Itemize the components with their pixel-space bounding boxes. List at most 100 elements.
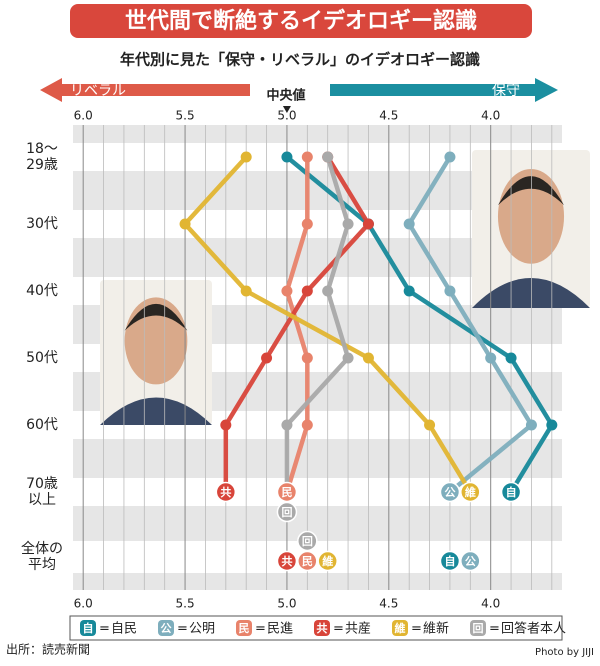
legend-sep: = — [489, 622, 500, 637]
labeled-point — [276, 501, 298, 523]
point — [525, 419, 537, 431]
legend-sep: = — [177, 622, 188, 637]
point — [240, 285, 252, 297]
point — [301, 218, 313, 230]
point-label: 民 — [302, 555, 313, 568]
center-marker — [282, 106, 291, 113]
point — [281, 419, 293, 431]
point — [322, 151, 334, 163]
right-label: 保守 — [492, 83, 520, 99]
series-line — [284, 156, 351, 492]
legend-sep: = — [255, 622, 266, 637]
y-tick-label: 30代 — [26, 216, 58, 232]
point-label: 回 — [302, 534, 313, 548]
point — [362, 218, 374, 230]
legend-short: 民 — [239, 622, 250, 635]
x-tick-label: 5.0 — [277, 109, 296, 123]
title-banner — [70, 4, 532, 38]
point — [281, 151, 293, 163]
labeled-point — [439, 481, 461, 503]
legend-short: 公 — [161, 622, 172, 635]
legend-name: 公明 — [189, 622, 215, 637]
row-stripe — [73, 478, 562, 506]
point — [342, 218, 354, 230]
point-label: 民 — [281, 486, 292, 499]
labeled-point — [500, 481, 522, 503]
point — [485, 352, 497, 364]
labeled-point — [276, 550, 298, 572]
point — [301, 285, 313, 297]
legend-name: 自民 — [111, 622, 137, 637]
legend-name: 民進 — [267, 622, 293, 637]
point-label: 維 — [465, 485, 476, 499]
point — [179, 218, 191, 230]
legend-name: 回答者本人 — [501, 621, 566, 637]
series-line — [284, 157, 310, 493]
x-tick-label: 4.0 — [481, 597, 500, 611]
legend-short: 自 — [83, 621, 94, 635]
credit: Photo by JIJI — [535, 647, 594, 658]
x-tick-label: 5.5 — [176, 109, 195, 123]
point-label: 自 — [444, 554, 455, 568]
x-tick-label: 6.0 — [74, 597, 93, 611]
series-line — [406, 155, 534, 494]
point-label: 共 — [281, 554, 292, 568]
legend-swatch — [392, 620, 408, 636]
source: 出所：読売新聞 — [6, 642, 90, 657]
conservative-arrow — [330, 78, 558, 102]
labeled-point — [276, 481, 298, 503]
legend-swatch — [470, 620, 486, 636]
center-label: 中央値 — [266, 88, 305, 104]
x-tick-label: 4.5 — [379, 597, 398, 611]
legend-swatch — [158, 620, 174, 636]
y-tick-label: 18～ 29歳 — [26, 141, 58, 173]
x-tick-label: 4.0 — [481, 109, 500, 123]
point — [403, 218, 415, 230]
point — [424, 419, 436, 431]
y-tick-label: 70歳以上 — [26, 476, 58, 508]
point-label: 自 — [506, 485, 517, 499]
legend-name: 共産 — [345, 621, 371, 637]
point — [220, 419, 232, 431]
y-tick-label: 40代 — [26, 283, 58, 299]
point — [444, 151, 456, 163]
row-stripe — [73, 541, 562, 573]
labeled-point — [460, 481, 481, 503]
subtitle: 年代別に見た「保守・リベラル」のイデオロギー認識 — [120, 51, 480, 69]
photo-hair — [124, 303, 188, 331]
series-line — [285, 155, 555, 494]
x-tick-label: 5.0 — [277, 597, 296, 611]
point — [362, 352, 374, 364]
legend-swatch — [314, 620, 330, 636]
labeled-point — [439, 550, 461, 572]
photo-body — [472, 277, 590, 308]
labeled-point — [317, 550, 338, 572]
labeled-point — [297, 550, 318, 572]
legend-sep: = — [411, 622, 422, 637]
point — [240, 151, 252, 163]
y-tick-label: 全体の平均 — [21, 540, 63, 573]
legend-short: 共 — [317, 621, 328, 635]
series-line — [182, 155, 473, 494]
point — [301, 151, 313, 163]
y-tick-label: 60代 — [26, 417, 58, 433]
left-label: リベラル — [70, 83, 126, 99]
legend-sep: = — [99, 622, 110, 637]
legend-swatch — [236, 620, 252, 636]
point — [505, 352, 517, 364]
legend-swatch — [80, 620, 96, 636]
series-line — [223, 155, 371, 492]
point — [281, 285, 293, 297]
chart-title: 世代間で断絶するイデオロギー認識 — [125, 8, 477, 34]
legend-sep: = — [333, 622, 344, 637]
point-label: 公 — [444, 486, 455, 499]
point — [301, 352, 313, 364]
point — [261, 352, 273, 364]
legend-short: 回 — [473, 621, 484, 635]
point — [444, 285, 456, 297]
labeled-point — [215, 481, 237, 503]
point-label: 公 — [465, 555, 476, 568]
legend-short: 維 — [395, 621, 406, 635]
labeled-point — [297, 530, 318, 552]
